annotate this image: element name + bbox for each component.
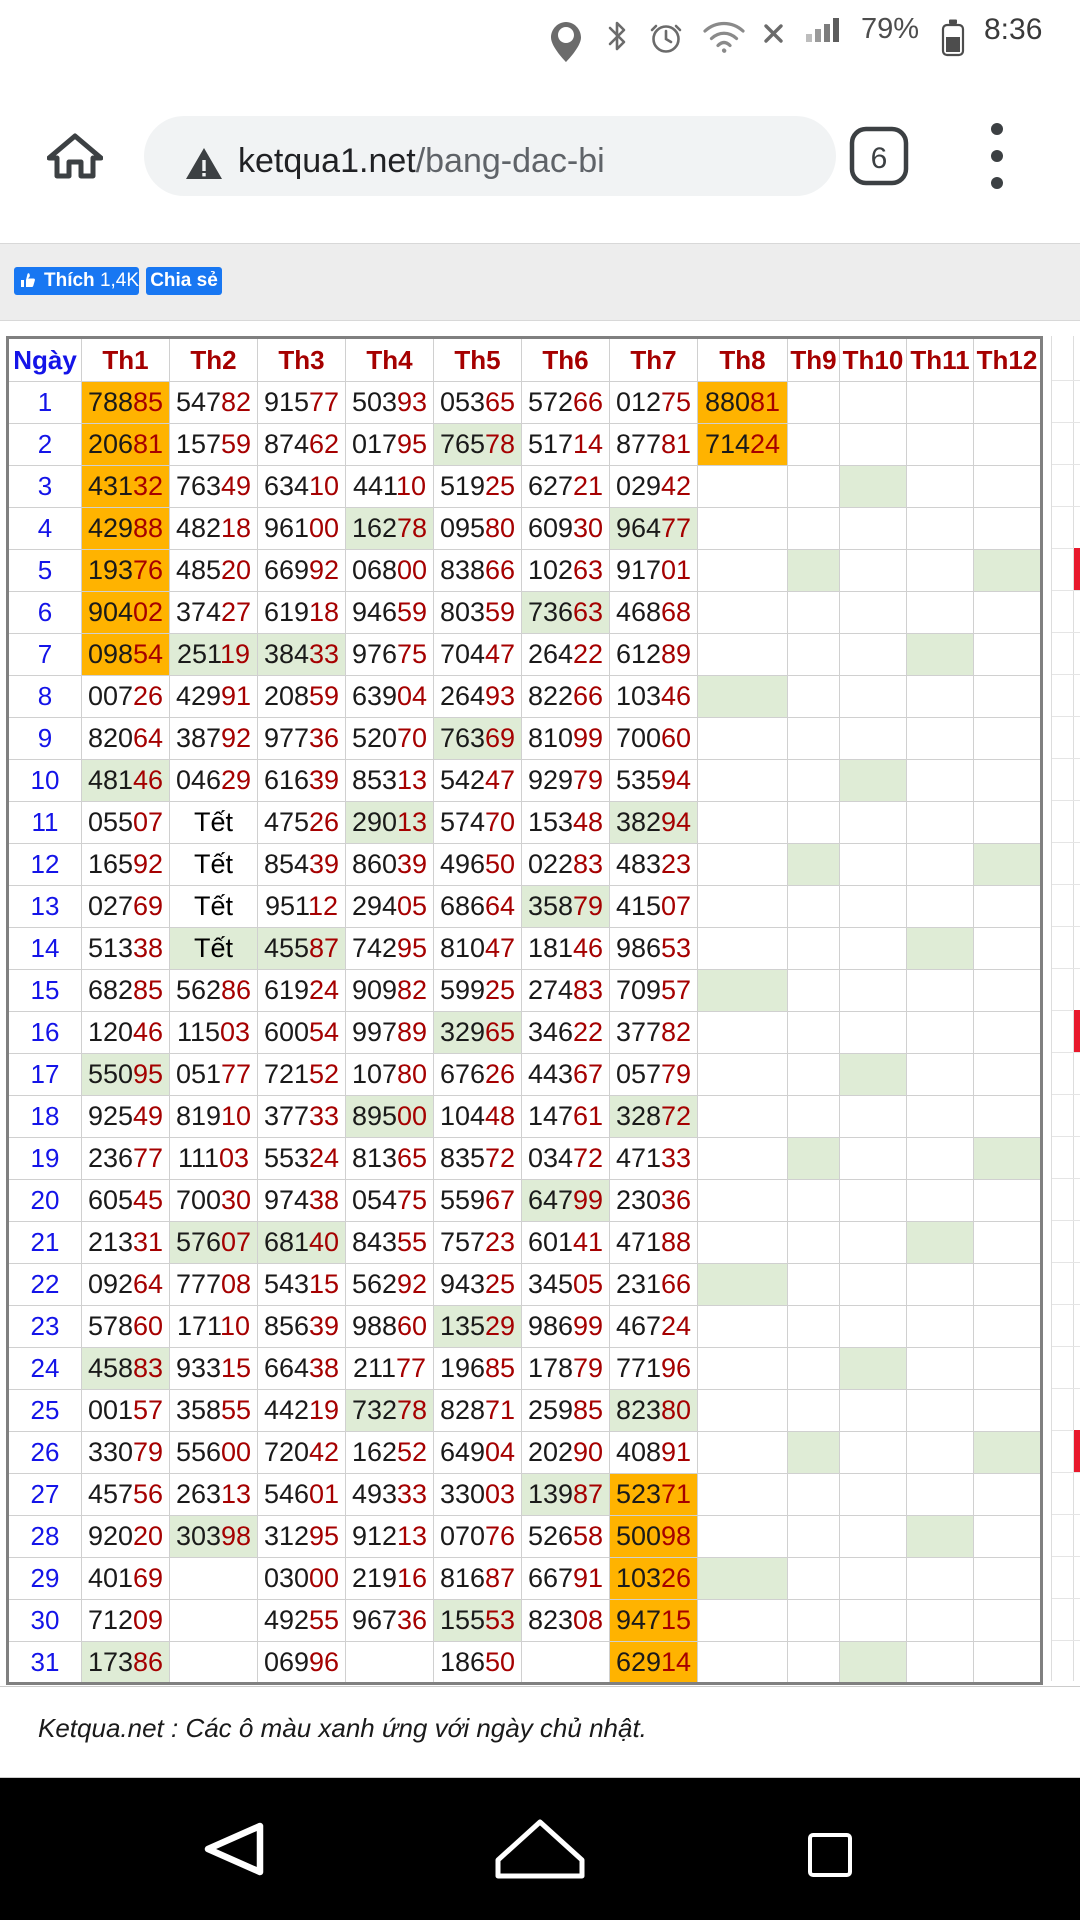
svg-text:6: 6	[871, 142, 888, 175]
